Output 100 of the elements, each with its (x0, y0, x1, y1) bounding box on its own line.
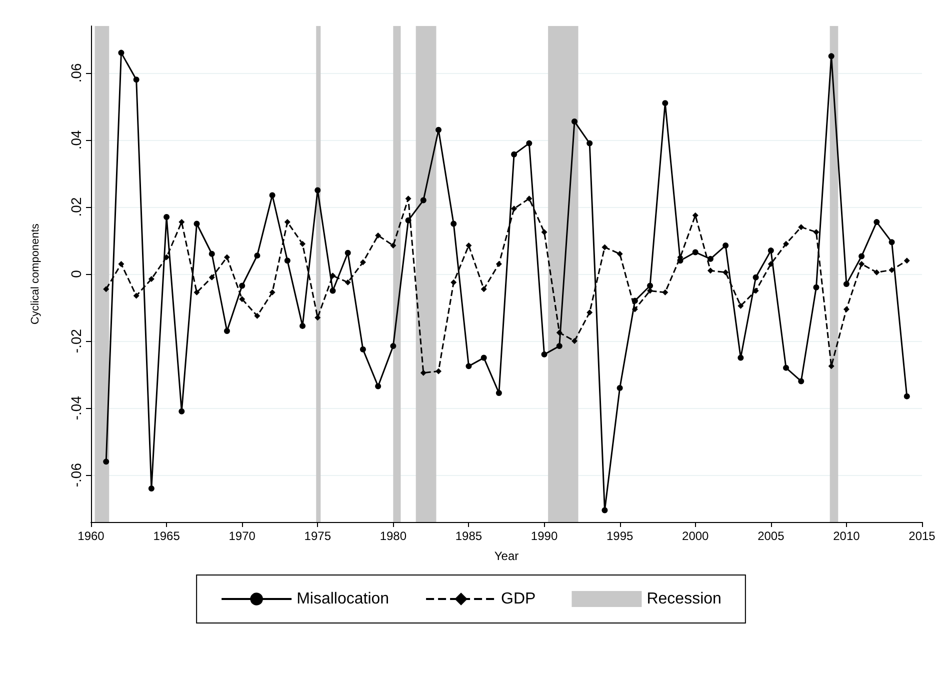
point (632, 298, 638, 304)
point (405, 217, 412, 224)
point (450, 279, 457, 286)
legend-label: Recession (646, 590, 722, 608)
y-tick-label: .06 (68, 62, 84, 83)
point (360, 259, 366, 266)
point (511, 206, 518, 212)
point (858, 260, 865, 267)
legend-label: GDP (501, 590, 536, 608)
point (300, 240, 306, 247)
point (480, 286, 487, 292)
x-tick-label: 1965 (153, 529, 180, 543)
point (254, 312, 260, 319)
point (224, 254, 230, 260)
point (602, 507, 608, 514)
point (541, 351, 548, 358)
point (556, 330, 562, 336)
y-tick-label: -.06 (68, 462, 84, 488)
point (178, 408, 185, 414)
x-tick-label: 1980 (380, 529, 407, 543)
point (707, 256, 714, 262)
point (344, 279, 351, 286)
x-tick-label: 1990 (530, 529, 558, 543)
point (768, 248, 774, 254)
point (904, 258, 910, 264)
legend-label: Misallocation (296, 590, 390, 608)
point (314, 187, 321, 194)
point (874, 219, 880, 226)
point (466, 363, 472, 370)
x-tick-label: 1985 (455, 529, 482, 543)
y-tick-label: .04 (68, 130, 84, 150)
x-tick-label: 2005 (758, 529, 785, 543)
point (420, 197, 426, 204)
point (466, 242, 472, 249)
point (496, 390, 502, 396)
point (813, 229, 820, 236)
x-tick-label: 2000 (682, 529, 710, 543)
point (239, 282, 246, 289)
point (450, 220, 457, 227)
point (602, 244, 608, 250)
point (254, 252, 260, 259)
point (904, 393, 910, 400)
point (707, 268, 714, 274)
point (300, 322, 306, 329)
point (768, 260, 774, 267)
point (344, 250, 351, 256)
point (148, 485, 154, 492)
point (375, 383, 382, 390)
point (208, 274, 215, 280)
x-tick-label: 1975 (304, 529, 332, 543)
point (194, 220, 200, 227)
point (118, 260, 124, 267)
point (103, 458, 110, 465)
point (511, 151, 518, 158)
point (586, 140, 593, 146)
y-tick-label: 0 (68, 270, 84, 278)
point (436, 126, 442, 133)
point (632, 306, 638, 312)
point (738, 354, 744, 361)
x-tick-label: 1995 (606, 529, 634, 543)
point (360, 346, 366, 352)
point (752, 274, 759, 280)
point (571, 338, 578, 344)
point (647, 282, 654, 289)
point (858, 253, 865, 260)
point (843, 306, 850, 312)
x-tick-label: 1960 (78, 529, 105, 543)
point (208, 250, 215, 257)
point (616, 384, 623, 391)
point (586, 310, 593, 316)
point (103, 286, 110, 292)
point (405, 196, 412, 202)
point (133, 292, 140, 299)
point (571, 118, 578, 125)
point (164, 214, 170, 220)
y-axis-title: Cyclical components (30, 223, 42, 324)
point (783, 364, 790, 371)
point (375, 232, 382, 238)
point (194, 289, 200, 296)
point (314, 314, 321, 321)
point (798, 378, 804, 384)
point (813, 284, 820, 290)
point (480, 354, 487, 361)
point (118, 50, 124, 56)
point (692, 212, 698, 218)
x-axis-title: Year (494, 549, 519, 563)
x-tick-label: 2010 (833, 529, 860, 543)
point (330, 272, 336, 279)
y-tick-label: -.02 (68, 328, 84, 354)
point (888, 239, 895, 246)
point (541, 229, 548, 236)
point (692, 249, 698, 256)
point (330, 288, 336, 294)
point (239, 296, 246, 302)
point (616, 250, 623, 257)
x-tick-label: 1970 (228, 529, 256, 543)
point (526, 140, 532, 146)
point (420, 370, 426, 376)
point (496, 260, 502, 267)
point (284, 219, 290, 226)
